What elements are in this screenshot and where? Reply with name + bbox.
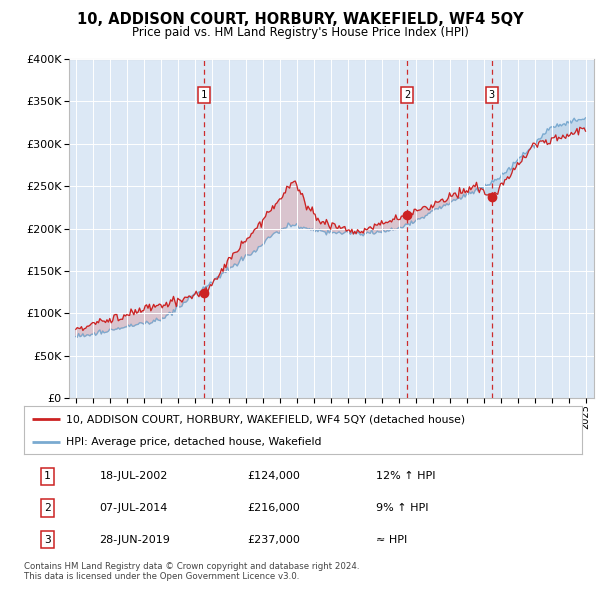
Text: 10, ADDISON COURT, HORBURY, WAKEFIELD, WF4 5QY: 10, ADDISON COURT, HORBURY, WAKEFIELD, W…: [77, 12, 523, 27]
Text: 2: 2: [44, 503, 51, 513]
Text: 3: 3: [44, 535, 51, 545]
Text: 28-JUN-2019: 28-JUN-2019: [100, 535, 170, 545]
Text: 1: 1: [44, 471, 51, 481]
Text: 3: 3: [489, 90, 495, 100]
Text: Price paid vs. HM Land Registry's House Price Index (HPI): Price paid vs. HM Land Registry's House …: [131, 26, 469, 39]
Text: 18-JUL-2002: 18-JUL-2002: [100, 471, 168, 481]
Text: 2: 2: [404, 90, 410, 100]
Text: 10, ADDISON COURT, HORBURY, WAKEFIELD, WF4 5QY (detached house): 10, ADDISON COURT, HORBURY, WAKEFIELD, W…: [66, 414, 465, 424]
Text: 9% ↑ HPI: 9% ↑ HPI: [376, 503, 428, 513]
Text: ≈ HPI: ≈ HPI: [376, 535, 407, 545]
Text: £216,000: £216,000: [247, 503, 300, 513]
Text: 1: 1: [201, 90, 207, 100]
Text: Contains HM Land Registry data © Crown copyright and database right 2024.
This d: Contains HM Land Registry data © Crown c…: [24, 562, 359, 581]
Text: HPI: Average price, detached house, Wakefield: HPI: Average price, detached house, Wake…: [66, 437, 322, 447]
Text: £124,000: £124,000: [247, 471, 300, 481]
Text: 07-JUL-2014: 07-JUL-2014: [100, 503, 168, 513]
Text: 12% ↑ HPI: 12% ↑ HPI: [376, 471, 435, 481]
Text: £237,000: £237,000: [247, 535, 300, 545]
